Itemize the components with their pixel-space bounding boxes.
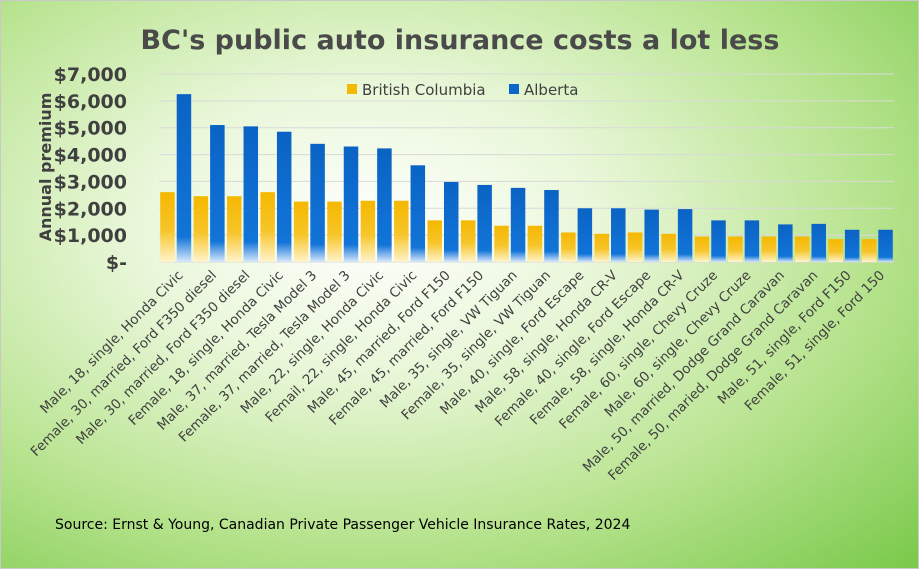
bar-british-columbia (828, 239, 843, 262)
y-tick-label: $3,000 (54, 171, 127, 193)
bar-alberta (577, 208, 593, 262)
y-tick-label: $5,000 (54, 118, 127, 140)
bar-british-columbia (794, 236, 810, 262)
bar-alberta (410, 165, 426, 262)
bar-alberta (377, 148, 392, 262)
bar-british-columbia (494, 225, 509, 262)
legend-swatch-alberta (509, 84, 519, 94)
bar-alberta (443, 181, 459, 262)
bar-alberta (744, 220, 760, 262)
legend-label-british-columbia: British Columbia (362, 81, 486, 99)
bar-alberta (644, 209, 659, 262)
y-tick-label: $1,000 (54, 225, 127, 247)
bar-british-columbia (193, 196, 209, 262)
y-tick-label: $2,000 (54, 198, 127, 220)
bar-british-columbia (460, 220, 476, 262)
bar-alberta (210, 125, 225, 263)
bar-alberta (611, 208, 626, 262)
bar-alberta (310, 143, 325, 262)
bar-alberta (844, 229, 860, 262)
bar-alberta (677, 209, 693, 262)
bar-british-columbia (527, 225, 543, 262)
bar-british-columbia (861, 239, 877, 262)
bar-british-columbia (293, 201, 309, 262)
bar-alberta (811, 223, 826, 262)
bar-british-columbia (427, 220, 442, 262)
bar-british-columbia (761, 236, 777, 262)
legend-swatch-british-columbia (347, 84, 357, 94)
bar-alberta (243, 126, 259, 262)
bar-british-columbia (394, 200, 409, 262)
y-tick-label: $6,000 (54, 91, 127, 113)
bar-alberta (544, 190, 559, 262)
chart-title: BC's public auto insurance costs a lot l… (141, 25, 780, 56)
source-note: Source: Ernst & Young, Canadian Private … (55, 517, 630, 533)
bar-british-columbia (627, 232, 643, 262)
bar-alberta (276, 131, 292, 262)
bar-alberta (176, 94, 192, 263)
y-tick-label: $4,000 (54, 145, 127, 167)
bar-alberta (343, 146, 359, 262)
bar-british-columbia (360, 200, 376, 262)
y-axis-ticks: $- $1,000 $2,000 $3,000 $4,000 $5,000 $6,000 $7… (54, 64, 127, 274)
bar-alberta (477, 184, 492, 262)
legend-label-alberta: Alberta (524, 81, 578, 99)
y-tick-label: $- (106, 252, 127, 274)
bar-alberta (778, 224, 793, 262)
bar-alberta (711, 220, 726, 262)
legend: British Columbia Alberta (347, 81, 578, 99)
bar-british-columbia (561, 232, 576, 262)
bar-british-columbia (160, 192, 175, 262)
bar-british-columbia (661, 233, 676, 262)
y-tick-label: $7,000 (54, 64, 127, 86)
bar-british-columbia (227, 196, 242, 262)
bars (160, 94, 893, 263)
bar-alberta (878, 229, 893, 262)
bar-alberta (510, 187, 526, 262)
y-axis-label: Annual premium (36, 93, 55, 242)
bar-british-columbia (327, 201, 342, 262)
bar-british-columbia (694, 236, 710, 262)
bar-british-columbia (260, 192, 275, 262)
bar-british-columbia (594, 233, 610, 262)
bar-british-columbia (728, 236, 743, 262)
